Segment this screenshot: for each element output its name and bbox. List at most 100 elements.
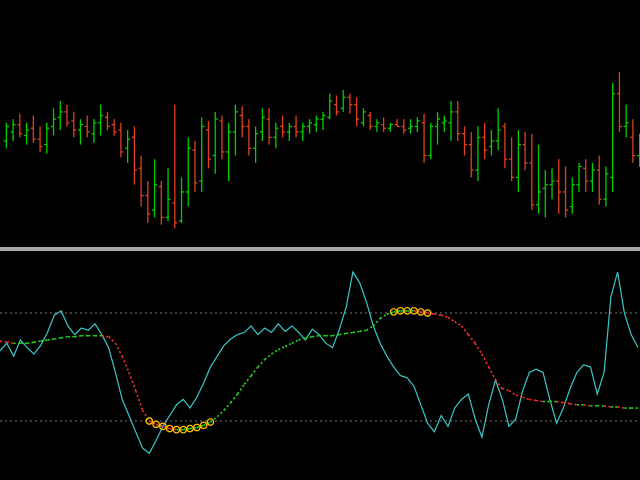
signal-segment xyxy=(271,349,279,355)
price-bar xyxy=(118,122,124,158)
signal-segment xyxy=(27,341,35,345)
signal-segment xyxy=(570,402,578,406)
price-chart[interactable] xyxy=(0,0,640,247)
price-bar xyxy=(367,111,373,131)
signal-segment xyxy=(40,339,48,342)
price-bar xyxy=(165,168,171,222)
price-bar xyxy=(448,100,454,141)
price-bar xyxy=(172,104,178,229)
price-bar xyxy=(569,177,575,214)
price-bar xyxy=(515,130,521,192)
price-bar xyxy=(488,130,494,156)
price-bar xyxy=(64,104,70,127)
price-bar xyxy=(428,122,434,160)
signal-segment xyxy=(515,394,523,399)
indicator-pane[interactable] xyxy=(0,251,640,480)
price-bar xyxy=(556,159,562,214)
price-bar xyxy=(408,119,414,134)
signal-segment xyxy=(74,334,82,338)
price-bar xyxy=(461,126,467,156)
price-bar xyxy=(77,119,83,145)
indicator-chart[interactable] xyxy=(0,251,640,480)
price-bar xyxy=(152,159,158,218)
price-bar xyxy=(259,108,265,141)
price-bar xyxy=(185,137,191,207)
signal-segment xyxy=(203,421,211,427)
signal-segment xyxy=(47,338,55,341)
price-bar xyxy=(563,166,569,218)
signal-segment xyxy=(257,358,266,368)
price-bar xyxy=(387,122,393,132)
signal-segment xyxy=(494,379,503,390)
price-bar xyxy=(145,181,151,223)
price-bar xyxy=(360,108,366,127)
signal-segment xyxy=(536,399,544,403)
price-bar xyxy=(509,137,515,182)
signal-segment xyxy=(305,335,313,339)
signal-segment xyxy=(427,312,435,315)
signal-segment xyxy=(366,325,374,331)
price-bar xyxy=(401,119,407,134)
price-bar xyxy=(616,71,622,132)
price-bar xyxy=(482,122,488,160)
signal-segment xyxy=(434,313,442,316)
signal-segment xyxy=(379,313,388,320)
price-bar xyxy=(414,117,420,132)
signal-segment xyxy=(196,424,204,429)
signal-segment xyxy=(346,331,354,335)
extreme-marker xyxy=(145,417,154,425)
signal-segment xyxy=(0,340,7,343)
price-bar xyxy=(313,115,319,132)
price-bar xyxy=(91,119,97,143)
price-bar xyxy=(354,97,360,127)
signal-segment xyxy=(467,334,476,344)
price-bar xyxy=(468,131,474,178)
price-bar xyxy=(253,126,259,163)
signal-segment xyxy=(420,311,428,314)
signal-segment xyxy=(6,341,14,345)
price-bar xyxy=(266,108,272,145)
price-bar xyxy=(522,131,528,171)
signal-segment xyxy=(502,387,510,392)
price-bar xyxy=(84,115,90,138)
signal-segment xyxy=(359,329,367,333)
extreme-marker xyxy=(199,421,208,430)
price-bar xyxy=(435,111,441,145)
price-bar xyxy=(199,117,205,192)
signal-segment xyxy=(312,334,320,338)
price-bar xyxy=(30,115,36,143)
price-bar xyxy=(71,111,77,138)
price-bar xyxy=(623,104,629,138)
price-bar xyxy=(192,141,198,192)
signal-segment xyxy=(223,402,232,411)
price-bar xyxy=(219,115,225,160)
price-bar xyxy=(529,133,535,211)
extreme-marker xyxy=(206,418,215,426)
price-bar xyxy=(57,100,63,131)
price-bar xyxy=(610,82,616,192)
price-bar xyxy=(347,93,353,114)
price-bar xyxy=(549,168,555,200)
price-bar xyxy=(603,166,609,207)
pane-separator[interactable] xyxy=(0,247,640,251)
signal-segment xyxy=(121,355,130,373)
price-bar xyxy=(502,122,508,169)
price-bar xyxy=(232,104,238,156)
price-bar xyxy=(327,93,333,120)
price-bar xyxy=(589,162,595,192)
price-bar xyxy=(158,181,164,225)
signal-segment xyxy=(393,310,401,313)
signal-segment xyxy=(60,335,68,339)
price-bar xyxy=(340,90,346,112)
signal-segment xyxy=(440,314,449,319)
signal-segment xyxy=(108,336,116,344)
signal-segment xyxy=(339,332,347,336)
extreme-marker xyxy=(159,422,167,431)
price-chart-pane[interactable] xyxy=(0,0,640,247)
price-bar xyxy=(583,159,589,192)
price-bar xyxy=(596,155,602,205)
signal-segment xyxy=(332,333,340,337)
signal-segment xyxy=(243,375,252,385)
signal-segment xyxy=(128,372,137,392)
price-bar xyxy=(300,122,306,141)
